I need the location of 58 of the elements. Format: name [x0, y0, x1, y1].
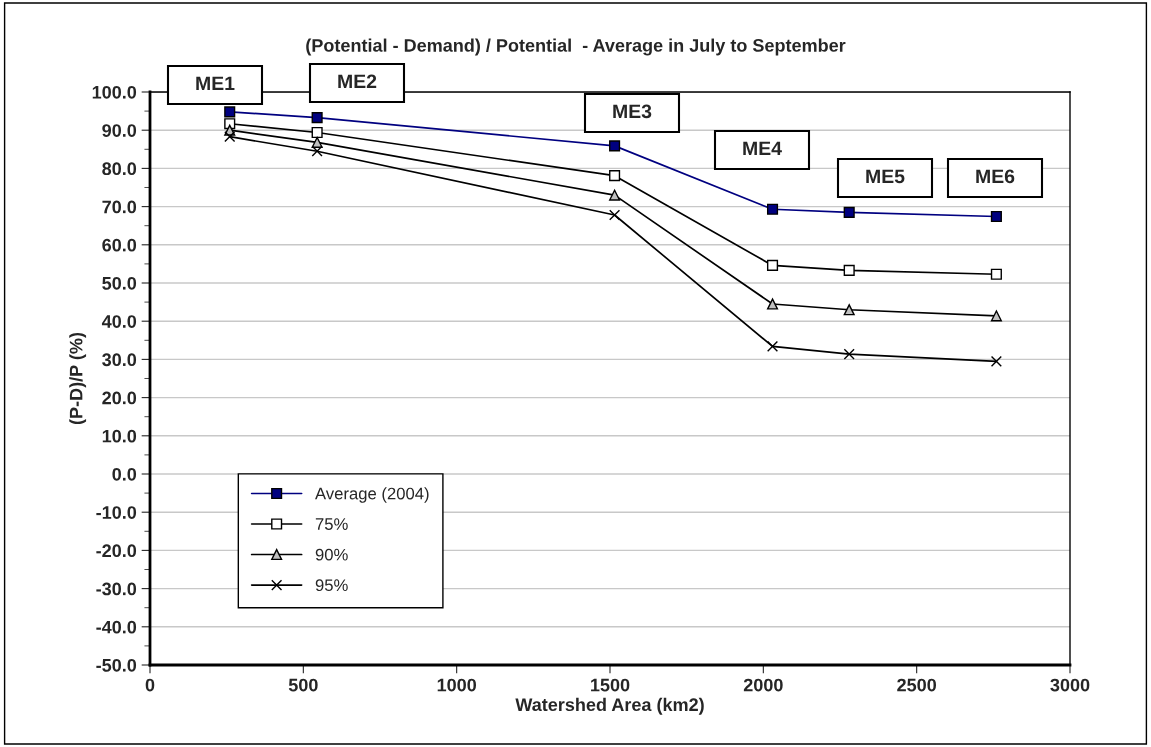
- annotation: ME3: [613, 104, 652, 119]
- y-tick-label: 0.0: [112, 467, 137, 481]
- legend-label: Average (2004): [315, 487, 429, 503]
- text: ME2: [338, 74, 377, 89]
- y-tick-label: 40.0: [101, 315, 137, 328]
- point: [609, 209, 621, 221]
- point: [766, 340, 779, 352]
- y-tick-label: 50.0: [102, 276, 137, 290]
- legend-label: 95%: [315, 579, 348, 592]
- y-tick-label: 30.0: [102, 353, 137, 367]
- point: [843, 206, 855, 218]
- legend-label: 90%: [315, 548, 348, 561]
- point: [609, 189, 621, 201]
- x-tick-label: 2500: [897, 678, 937, 692]
- point: [843, 348, 855, 360]
- y-tick-label: -10.0: [96, 506, 137, 519]
- y-tick-label: -50.0: [96, 658, 137, 672]
- annotation: ME6: [976, 169, 1015, 184]
- point: [311, 145, 323, 157]
- y-tick-label: 80.0: [102, 162, 137, 176]
- point: [766, 259, 779, 271]
- y-tick-label: 100.0: [92, 85, 137, 99]
- x-tick-label: 0: [145, 678, 155, 692]
- point: [990, 310, 1002, 322]
- point: [311, 136, 323, 148]
- point: [311, 112, 323, 124]
- point: [224, 131, 236, 143]
- x-tick-label: 3000: [1050, 678, 1090, 692]
- y-tick-label: 20.0: [102, 391, 137, 405]
- y-tick-label: 90.0: [102, 124, 137, 137]
- y-tick-label: 70.0: [102, 200, 137, 214]
- x-axis-title: Watershed Area (km2): [515, 697, 704, 715]
- point: [311, 126, 323, 139]
- point: [843, 264, 855, 276]
- point: [224, 106, 236, 118]
- chart-title: (Potential - Demand) / Potential - Average in July to September: [306, 38, 846, 56]
- point: [766, 203, 779, 215]
- point: [990, 355, 1002, 367]
- text: ME1: [196, 76, 235, 91]
- point: [766, 298, 779, 310]
- point: [609, 140, 621, 152]
- y-tick-label: 10.0: [102, 429, 137, 443]
- x-tick-label: 1000: [437, 678, 477, 692]
- annotation: ME4: [743, 141, 782, 156]
- x-tick-label: 500: [288, 678, 318, 692]
- y-tick-label: -20.0: [96, 544, 137, 558]
- y-axis-title: (P-D)/P (%): [69, 332, 87, 425]
- y-tick-label: -30.0: [96, 582, 137, 596]
- x-tick-label: 2000: [743, 678, 783, 692]
- legend-label: 75%: [315, 518, 348, 530]
- annotation: ME5: [866, 169, 905, 184]
- point: [990, 210, 1002, 223]
- point: [990, 268, 1002, 280]
- x-tick-label: 1500: [591, 678, 630, 692]
- point: [609, 170, 621, 182]
- point: [843, 304, 855, 316]
- y-tick-label: 60.0: [102, 238, 137, 252]
- y-tick-label: -40.0: [96, 620, 137, 634]
